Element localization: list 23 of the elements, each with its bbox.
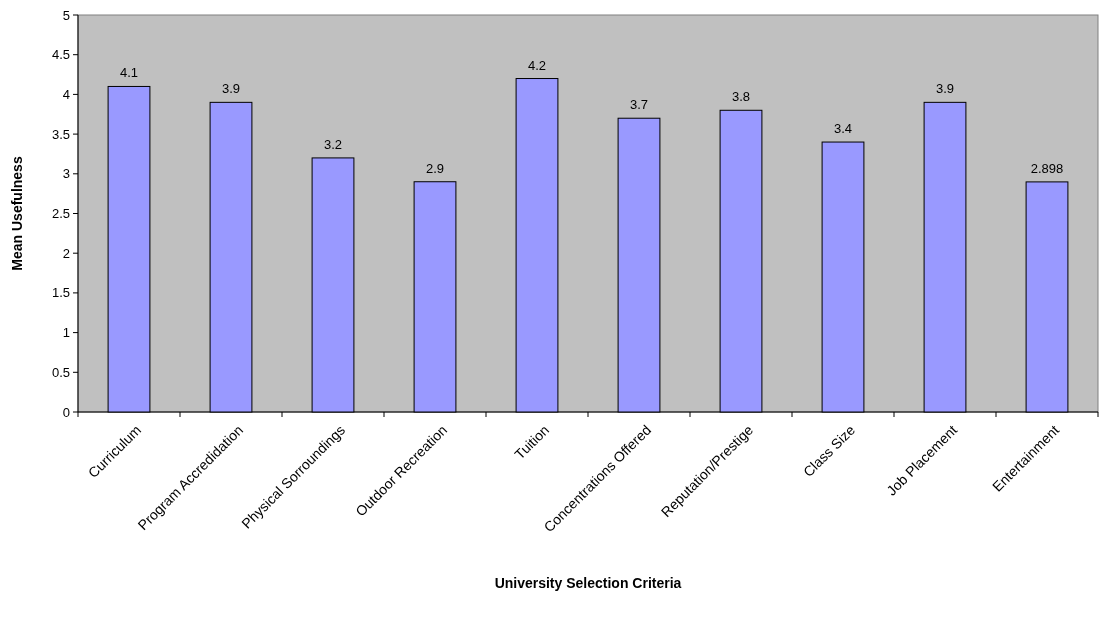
y-tick-label: 4: [62, 86, 70, 102]
data-label: 3.4: [833, 121, 853, 137]
data-label: 2.898: [1030, 160, 1064, 176]
data-label: 4.1: [119, 65, 139, 81]
y-tick-label: 1: [62, 325, 70, 341]
data-label: 2.9: [425, 160, 445, 176]
y-tick-label: 5: [62, 7, 70, 23]
data-label: 3.9: [935, 81, 955, 97]
y-tick-label: 4.5: [51, 47, 70, 63]
y-tick-label: 3: [62, 166, 70, 182]
y-tick-label: 0.5: [51, 364, 70, 380]
y-tick-label: 2.5: [51, 206, 70, 222]
x-axis-title: University Selection Criteria: [494, 575, 682, 591]
y-tick-label: 2: [62, 245, 70, 261]
data-label: 4.2: [527, 57, 547, 73]
y-axis-title: Mean Usefulness: [9, 156, 25, 271]
y-tick-label: 3.5: [51, 126, 70, 142]
data-label: 3.7: [629, 97, 649, 113]
y-tick-label: 1.5: [51, 285, 70, 301]
data-label: 3.9: [221, 81, 241, 97]
data-label: 3.2: [323, 136, 343, 152]
y-tick-label: 0: [62, 404, 70, 420]
data-label: 3.8: [731, 89, 751, 105]
